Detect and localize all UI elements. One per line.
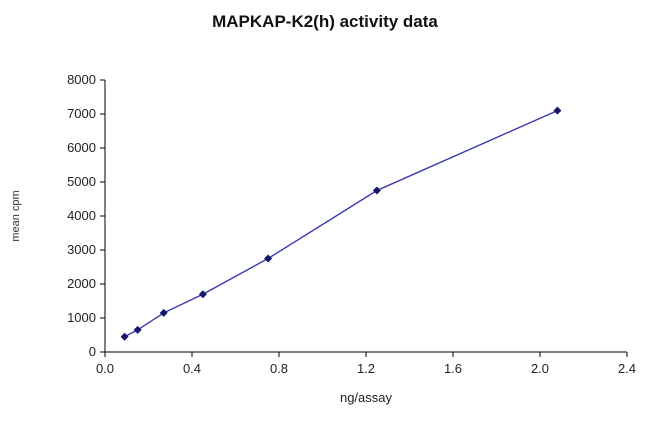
y-tick-label: 1000	[67, 310, 96, 325]
x-tick-label: 2.4	[618, 361, 636, 376]
y-tick-label: 3000	[67, 242, 96, 257]
y-tick-label: 6000	[67, 140, 96, 155]
chart-title: MAPKAP-K2(h) activity data	[212, 12, 438, 31]
data-point-marker	[198, 290, 207, 299]
x-tick-label: 1.6	[444, 361, 462, 376]
x-axis-title: ng/assay	[339, 390, 393, 405]
activity-line-chart: 0 1000 2000 3000 4000 5000 6000 7000 8000 0.0 0.4 0…	[67, 72, 636, 376]
y-tick-label: 4000	[67, 208, 96, 223]
y-tick-label: 8000	[67, 72, 96, 87]
x-tick-label: 0.8	[270, 361, 288, 376]
y-tick-label: 0	[89, 344, 96, 359]
y-tick-label: 2000	[67, 276, 96, 291]
data-point-marker	[372, 186, 381, 195]
x-tick-label: 1.2	[357, 361, 375, 376]
data-point-marker	[120, 332, 129, 341]
x-tick-label: 0.0	[96, 361, 114, 376]
y-tick-label: 7000	[67, 106, 96, 121]
x-tick-label: 0.4	[183, 361, 201, 376]
x-tick-label: 2.0	[531, 361, 549, 376]
y-tick-label: 5000	[67, 174, 96, 189]
data-line	[124, 109, 558, 338]
data-point-marker	[159, 308, 168, 317]
data-point-marker	[264, 254, 273, 263]
data-point-marker	[553, 106, 562, 115]
data-point-marker	[133, 325, 142, 334]
